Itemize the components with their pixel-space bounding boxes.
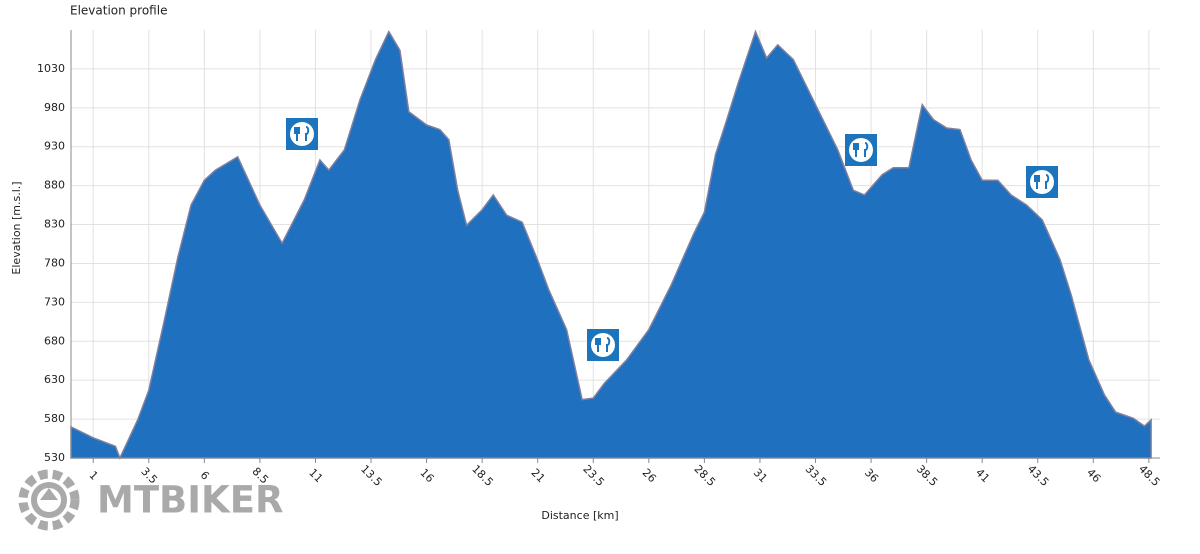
chart-title: Elevation profile [70, 4, 167, 18]
x-tick-label: 13.5 [358, 462, 385, 489]
x-tick-label: 31 [751, 466, 770, 485]
x-tick-label: 23.5 [580, 462, 607, 489]
y-tick-label: 680 [44, 334, 65, 347]
y-axis-label: Elevation [m.s.l.] [10, 181, 23, 274]
x-tick-label: 41 [973, 466, 992, 485]
elevation-area [70, 29, 1152, 460]
logo-icon [18, 469, 80, 531]
y-tick-label: 980 [44, 101, 65, 114]
x-tick-label: 48.5 [1136, 462, 1163, 489]
x-tick-label: 16 [417, 466, 436, 485]
x-tick-label: 38.5 [914, 462, 941, 489]
x-tick-label: 18.5 [469, 462, 496, 489]
x-tick-label: 46 [1084, 466, 1103, 485]
y-tick-label: 880 [44, 179, 65, 192]
x-axis-label: Distance [km] [541, 509, 618, 522]
restaurant-icon [286, 118, 318, 150]
x-tick-label: 28.5 [691, 462, 718, 489]
x-tick-label: 36 [862, 466, 881, 485]
y-tick-label: 580 [44, 412, 65, 425]
x-tick-label: 43.5 [1025, 462, 1052, 489]
y-tick-label: 930 [44, 140, 65, 153]
watermark: MTBIKER [97, 479, 283, 522]
restaurant-icon [587, 329, 619, 361]
y-tick-label: 530 [44, 451, 65, 464]
x-tick-label: 26 [640, 466, 659, 485]
y-tick-label: 780 [44, 256, 65, 269]
restaurant-icon [845, 134, 877, 166]
y-tick-label: 730 [44, 295, 65, 308]
x-tick-label: 21 [529, 466, 548, 485]
y-tick-label: 630 [44, 373, 65, 386]
poi-icons [286, 118, 1058, 361]
restaurant-icon [1026, 166, 1058, 198]
y-tick-label: 1030 [37, 62, 65, 75]
y-tick-label: 830 [44, 218, 65, 231]
x-tick-label: 33.5 [803, 462, 830, 489]
x-tick-label: 11 [306, 466, 325, 485]
